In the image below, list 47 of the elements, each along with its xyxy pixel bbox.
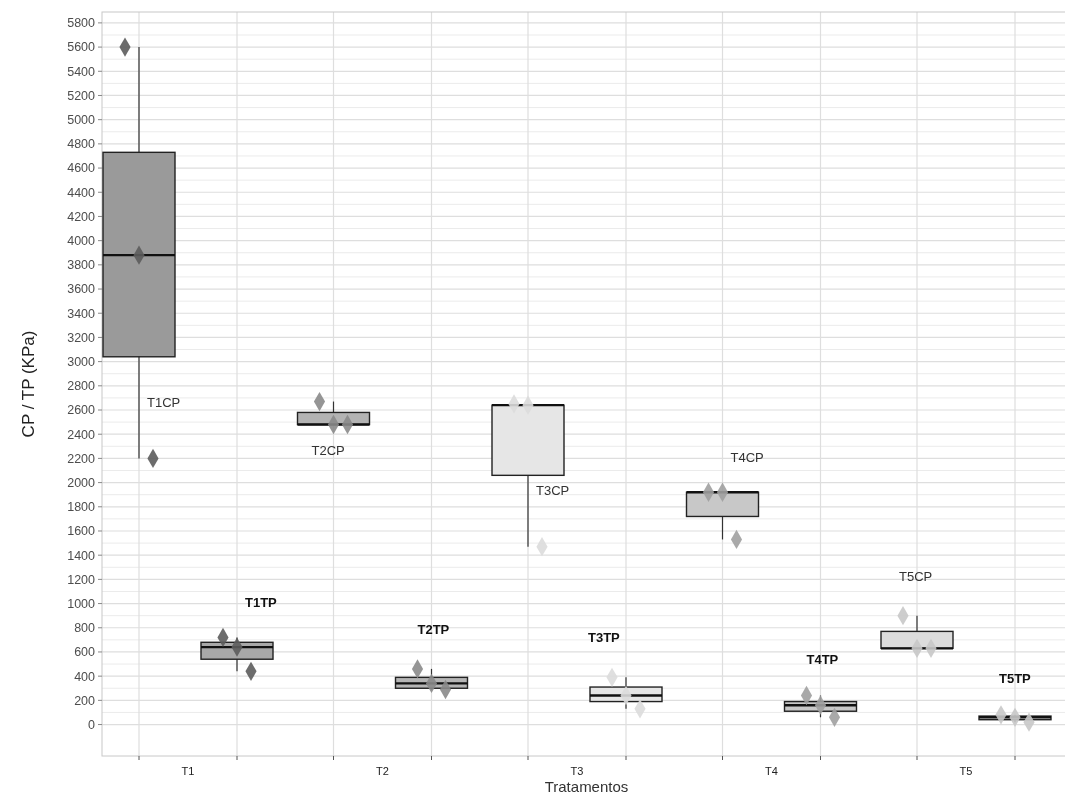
annotation: T4TP (806, 651, 839, 667)
annotation: T3TP (588, 630, 621, 646)
y-tick-label: 3000 (67, 354, 96, 369)
y-tick-label: 4400 (67, 185, 96, 200)
y-tick-label: 1800 (67, 500, 96, 515)
y-tick-label: 2400 (67, 427, 96, 442)
y-tick-label: 5400 (67, 64, 96, 79)
y-tick-label: 4200 (67, 209, 96, 224)
x-tick-label: T4 (765, 764, 778, 777)
y-tick-label: 400 (74, 669, 96, 684)
y-tick-label: 5600 (67, 40, 96, 55)
y-tick-label: 800 (74, 621, 96, 636)
x-tick-label: T3 (570, 764, 584, 777)
y-tick-label: 3200 (67, 330, 96, 345)
annotation: T1TP (245, 595, 278, 611)
y-tick-label: 2600 (67, 403, 96, 418)
annotation: T1CP (147, 394, 181, 410)
y-axis-title: CP / TP (KPa) (19, 330, 38, 438)
y-tick-label: 600 (74, 645, 96, 660)
annotation: T5CP (899, 568, 933, 584)
x-tick-label: T1 (181, 764, 195, 777)
y-tick-label: 2200 (67, 451, 96, 466)
y-tick-label: 200 (74, 693, 96, 708)
y-tick-label: 1400 (67, 548, 96, 563)
y-tick-label: 4600 (67, 161, 96, 176)
annotation: T3CP (536, 483, 570, 499)
y-tick-label: 4800 (67, 137, 96, 152)
y-tick-label: 0 (88, 717, 96, 732)
x-tick-label: T2 (376, 764, 389, 777)
annotation: T2CP (311, 442, 345, 458)
y-tick-label: 3800 (67, 258, 96, 273)
y-tick-label: 5800 (67, 16, 96, 31)
annotation: T4CP (730, 450, 764, 466)
x-axis-title: Tratamentos (544, 778, 629, 795)
y-tick-label: 5000 (67, 113, 96, 128)
y-tick-label: 1600 (67, 524, 96, 539)
y-tick-label: 2000 (67, 475, 96, 490)
y-tick-label: 1200 (67, 572, 96, 587)
annotation: T5TP (999, 670, 1032, 686)
annotation: T2TP (417, 621, 450, 637)
y-tick-label: 1000 (67, 596, 96, 611)
y-tick-label: 3600 (67, 282, 96, 297)
y-tick-label: 2800 (67, 379, 96, 394)
y-tick-label: 4000 (67, 234, 96, 249)
y-tick-label: 3400 (67, 306, 96, 321)
x-tick-label: T5 (959, 764, 973, 777)
y-tick-label: 5200 (67, 88, 96, 103)
